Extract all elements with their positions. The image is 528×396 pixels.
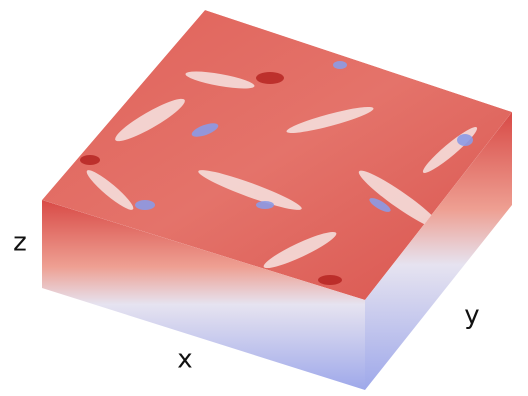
z-axis-label: z bbox=[13, 228, 27, 258]
y-axis-label: y bbox=[464, 301, 479, 331]
right-face bbox=[365, 112, 512, 390]
top-face bbox=[42, 10, 512, 300]
x-axis-label: x bbox=[177, 345, 192, 375]
left-face bbox=[42, 200, 365, 390]
